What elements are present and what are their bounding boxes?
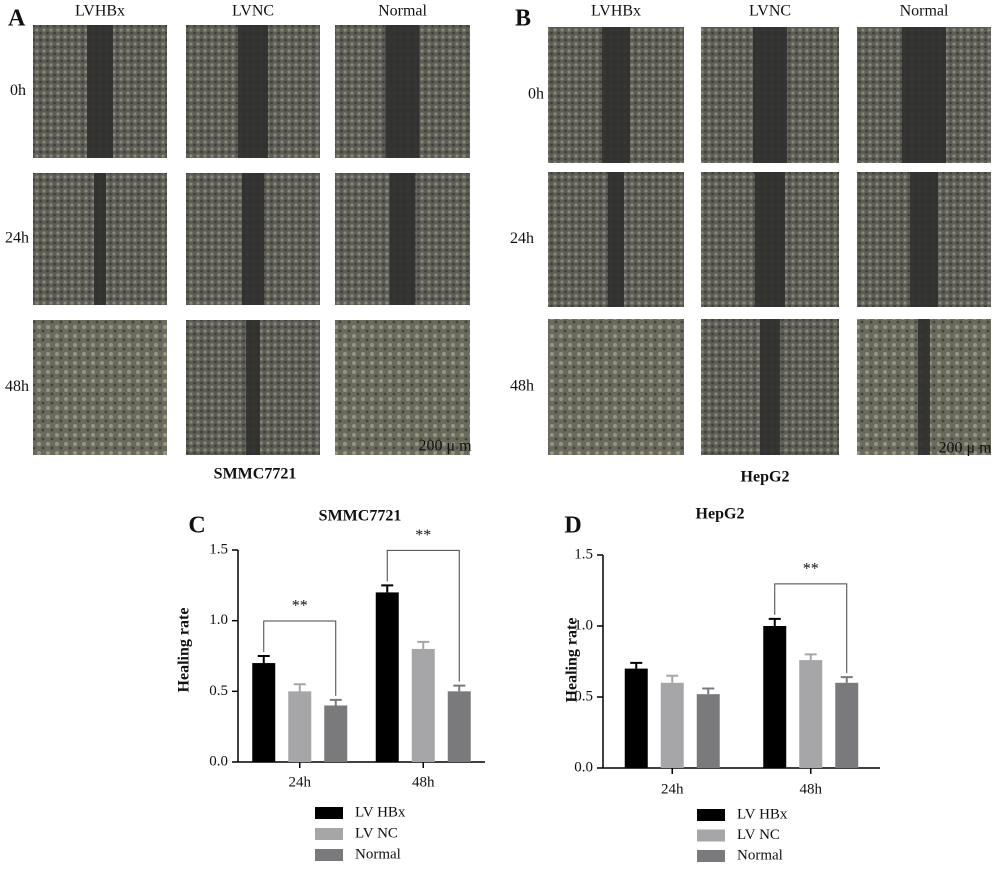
- row-label: 0h: [528, 86, 544, 103]
- panel-caption: SMMC7721: [214, 466, 297, 483]
- scratch: [94, 173, 106, 305]
- scratch: [389, 173, 416, 305]
- row-label: 0h: [10, 82, 26, 99]
- bar: [696, 694, 720, 768]
- bar: [447, 691, 471, 762]
- bar: [624, 668, 648, 768]
- micrograph: [33, 320, 167, 455]
- micrograph: [335, 320, 470, 455]
- scale-label: 200 μ m: [938, 440, 992, 457]
- legend-label: Normal: [737, 847, 783, 863]
- scratch: [910, 172, 938, 307]
- scratch: [608, 172, 624, 307]
- error-bar: [293, 683, 306, 692]
- scratch: [755, 172, 785, 307]
- y-tick-label: 0.0: [209, 753, 228, 769]
- bar: [799, 660, 823, 768]
- significance-label: **: [292, 598, 308, 615]
- significance-label: **: [415, 527, 431, 544]
- error-bar: [630, 661, 643, 669]
- bar: [411, 648, 435, 762]
- legend-swatch: [315, 849, 343, 861]
- column-label: LVHBx: [591, 3, 641, 20]
- y-tick-label: 0.0: [574, 759, 593, 775]
- row-label: 24h: [5, 230, 29, 247]
- scratch: [760, 319, 780, 455]
- legend-swatch: [697, 850, 725, 862]
- legend-label: LV HBx: [737, 806, 788, 822]
- legend-swatch: [697, 829, 725, 842]
- significance-label: **: [803, 561, 819, 578]
- row-label: 48h: [5, 378, 29, 395]
- y-tick-label: 0.5: [574, 688, 593, 704]
- y-tick-label: 1.5: [209, 541, 228, 557]
- x-tick-label: 48h: [800, 781, 823, 797]
- column-label: LVHBx: [75, 3, 125, 20]
- y-axis-label: Healing rate: [564, 618, 581, 703]
- legend-label: Normal: [355, 846, 401, 862]
- column-label: LVNC: [749, 3, 791, 20]
- y-tick-label: 0.5: [209, 683, 228, 699]
- error-bar: [702, 687, 715, 695]
- error-bar: [666, 674, 679, 683]
- significance-bracket: [263, 620, 337, 696]
- error-bar: [768, 617, 781, 626]
- column-label: LVNC: [232, 3, 274, 20]
- y-axis-label: Healing rate: [176, 608, 193, 693]
- column-label: Normal: [900, 3, 949, 20]
- panel-caption: HepG2: [741, 469, 790, 486]
- legend-swatch: [697, 809, 725, 821]
- panel-letter: D: [564, 513, 581, 539]
- significance-bracket: [774, 583, 848, 674]
- chart-title: HepG2: [696, 506, 745, 523]
- error-bar: [840, 676, 853, 683]
- panel-letter: A: [8, 6, 26, 32]
- column-label: Normal: [378, 3, 427, 20]
- chart-title: SMMC7721: [319, 508, 402, 525]
- legend-label: LV NC: [355, 825, 398, 841]
- bar: [835, 682, 859, 768]
- error-bar: [257, 655, 270, 664]
- y-tick-label: 1.0: [209, 612, 228, 628]
- scratch: [246, 320, 260, 455]
- scratch: [902, 27, 946, 163]
- error-bar: [329, 698, 342, 706]
- scale-label: 200 μ m: [418, 438, 472, 455]
- error-bar: [804, 653, 817, 661]
- row-label: 48h: [510, 378, 534, 395]
- scratch: [385, 25, 420, 158]
- legend-swatch: [315, 828, 343, 840]
- bar: [324, 705, 348, 762]
- micrograph: [548, 319, 684, 455]
- y-tick-label: 1.0: [574, 617, 593, 633]
- y-tick-label: 1.5: [574, 546, 593, 562]
- bar: [288, 691, 312, 762]
- legend-label: LV HBx: [355, 804, 406, 820]
- scratch: [918, 319, 930, 455]
- scratch: [238, 25, 268, 158]
- bar: [763, 626, 787, 768]
- scratch: [753, 27, 787, 163]
- scratch: [602, 27, 630, 163]
- bar: [252, 663, 276, 762]
- error-bar: [417, 640, 430, 649]
- row-label: 24h: [510, 230, 534, 247]
- x-tick-label: 48h: [412, 774, 435, 790]
- bar: [375, 592, 399, 762]
- significance-bracket: [386, 549, 460, 682]
- x-tick-label: 24h: [289, 774, 312, 790]
- error-bar: [381, 584, 394, 593]
- panel-letter: C: [188, 513, 205, 539]
- legend-swatch: [315, 807, 343, 819]
- legend-label: LV NC: [737, 827, 780, 843]
- x-tick-label: 24h: [661, 781, 684, 797]
- scratch: [242, 173, 264, 305]
- panel-letter: B: [515, 6, 531, 32]
- scratch: [87, 25, 113, 158]
- error-bar: [453, 684, 466, 692]
- bar: [660, 682, 684, 768]
